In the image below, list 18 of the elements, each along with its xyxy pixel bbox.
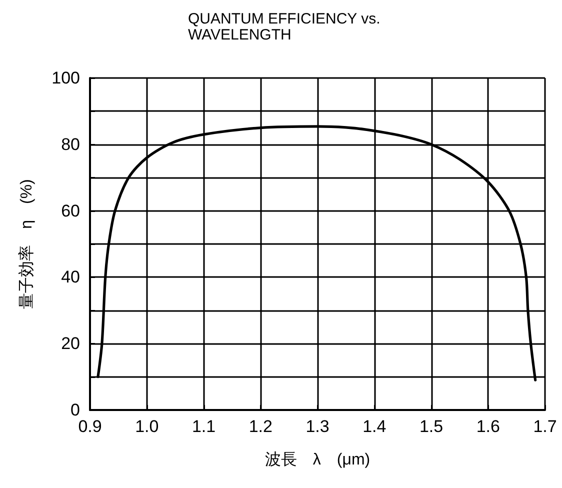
y-tick-label: 20 <box>61 334 80 354</box>
y-axis-title: 量子効率 η (%) <box>18 179 36 309</box>
x-axis-title: 波長 λ (μm) <box>264 450 370 468</box>
x-tick-label: 1.4 <box>362 417 386 436</box>
y-tick-label: 60 <box>61 201 80 220</box>
x-tick-label: 1.3 <box>306 417 330 436</box>
x-tick-label: 1.1 <box>192 417 216 436</box>
x-tick-label: 1.5 <box>419 417 444 436</box>
x-tick-label: 1.6 <box>476 417 500 436</box>
x-tick-label: 1.7 <box>533 417 557 436</box>
y-tick-label: 0 <box>70 400 80 420</box>
y-tick-label: 100 <box>52 68 80 88</box>
y-tick-label: 80 <box>61 134 80 154</box>
x-tick-label: 0.9 <box>78 417 102 436</box>
chart-title: QUANTUM EFFICIENCY vs. WAVELENGTH <box>188 10 380 44</box>
y-tick-label: 40 <box>61 268 80 287</box>
x-tick-label: 1.2 <box>248 417 272 436</box>
x-tick-label: 1.0 <box>135 417 159 436</box>
